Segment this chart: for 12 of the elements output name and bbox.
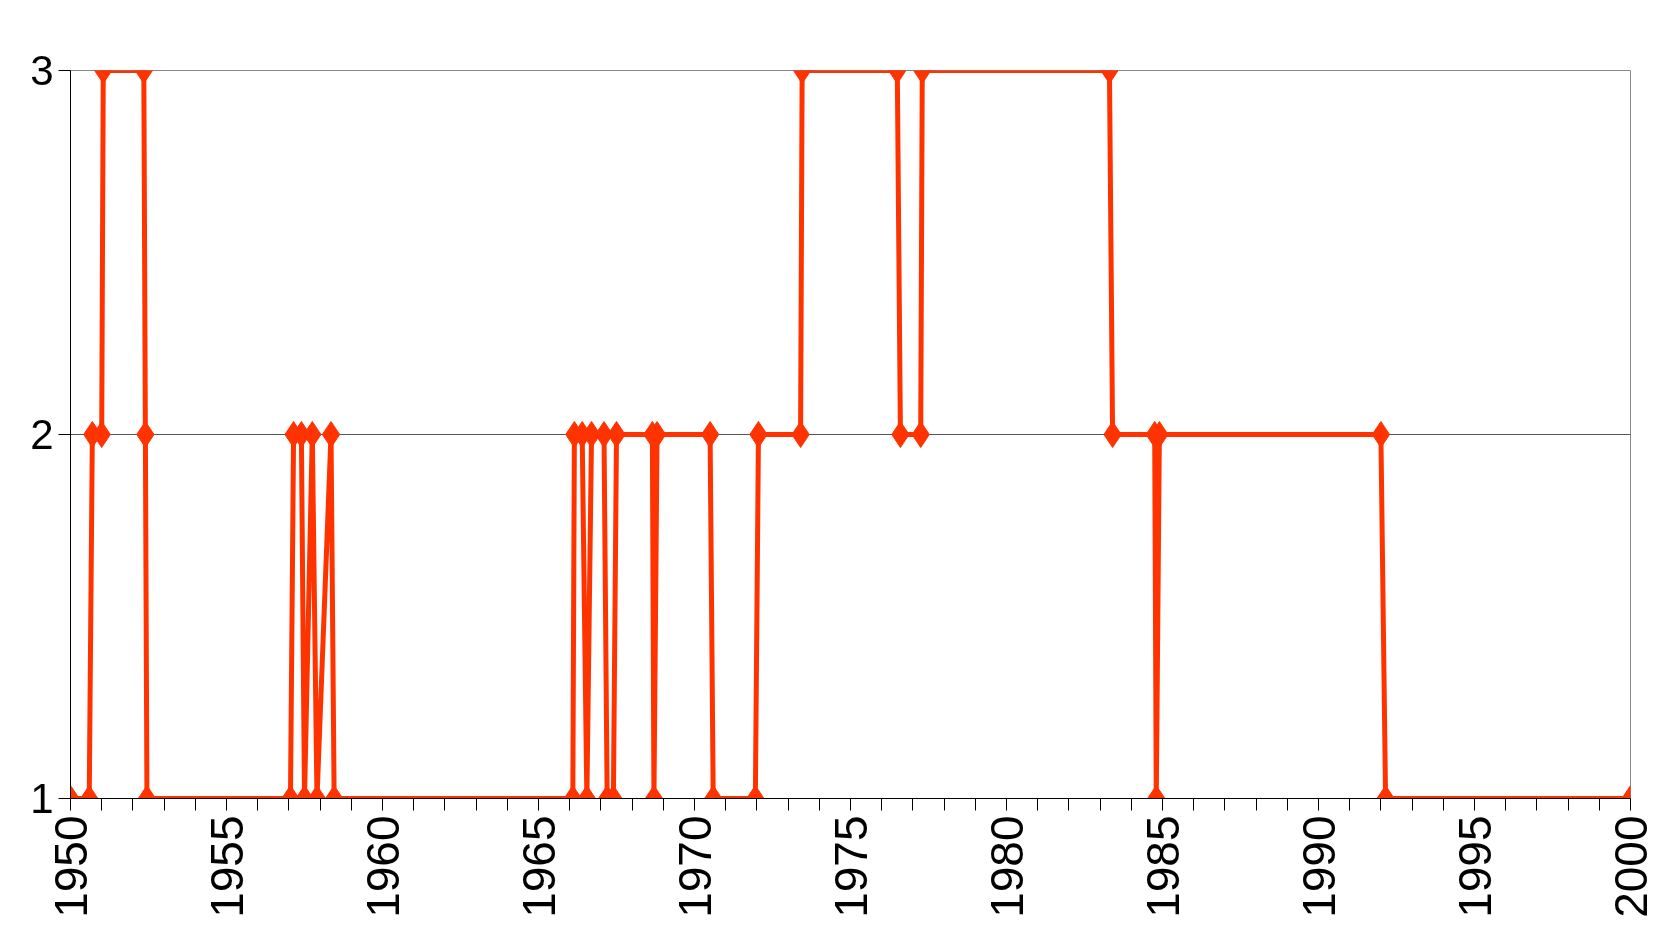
x-tick-label: 1955	[200, 815, 253, 918]
x-tick-label: 1985	[1136, 815, 1189, 918]
x-tick-label: 2000	[1604, 815, 1657, 918]
y-tick-label: 2	[30, 411, 54, 458]
x-tick-label: 1960	[356, 815, 409, 918]
x-tick-label: 1980	[980, 815, 1033, 918]
x-tick-label: 1995	[1448, 815, 1501, 918]
y-tick-label: 3	[30, 47, 54, 94]
x-tick-label: 1990	[1292, 815, 1345, 918]
x-tick-label: 1975	[824, 815, 877, 918]
x-tick-label: 1965	[512, 815, 565, 918]
x-tick-label: 1970	[668, 815, 721, 918]
